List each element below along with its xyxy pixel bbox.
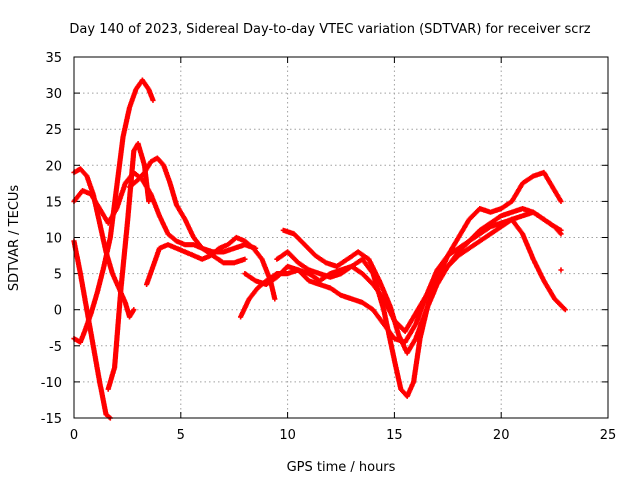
x-tick-label: 15 <box>386 428 403 443</box>
y-tick-label: 5 <box>54 268 62 283</box>
plus-markers <box>280 209 564 356</box>
data-series-track-a <box>71 238 113 421</box>
y-tick-label: 35 <box>45 51 62 66</box>
plot-frame <box>73 56 609 419</box>
data-series-track-l <box>558 267 564 273</box>
y-axis-label: SDTVAR / TECUs <box>7 185 22 292</box>
gridlines <box>74 57 608 418</box>
chart-title: Day 140 of 2023, Sidereal Day-to-day VTE… <box>69 22 590 37</box>
y-tick-label: 10 <box>45 232 62 247</box>
data-series-track-k <box>280 209 564 356</box>
plus-markers <box>238 216 568 345</box>
y-tick-label: -15 <box>41 412 62 427</box>
x-tick-label: 10 <box>279 428 296 443</box>
x-axis-label: GPS time / hours <box>287 460 396 475</box>
x-tick-label: 0 <box>70 428 78 443</box>
plus-markers <box>126 155 248 266</box>
y-tick-label: 25 <box>45 123 62 138</box>
x-tick-label: 5 <box>177 428 185 443</box>
y-tick-label: 30 <box>45 87 62 102</box>
data-series-track-f <box>126 155 248 266</box>
plus-markers <box>71 238 113 421</box>
y-tick-label: -10 <box>41 376 62 391</box>
axis-ticks: 0 5 10 15 20 25 -15 -10 -5 0 5 10 15 20 25 30 35 <box>41 51 617 443</box>
y-tick-label: 15 <box>45 195 62 210</box>
y-tick-label: -5 <box>49 340 62 355</box>
x-tick-label: 20 <box>493 428 510 443</box>
x-tick-label: 25 <box>600 428 617 443</box>
data-series-track-h <box>238 216 568 345</box>
data-series-layer <box>71 77 568 421</box>
y-tick-label: 20 <box>45 159 62 174</box>
plus-markers <box>558 267 564 273</box>
y-tick-label: 0 <box>54 304 62 319</box>
